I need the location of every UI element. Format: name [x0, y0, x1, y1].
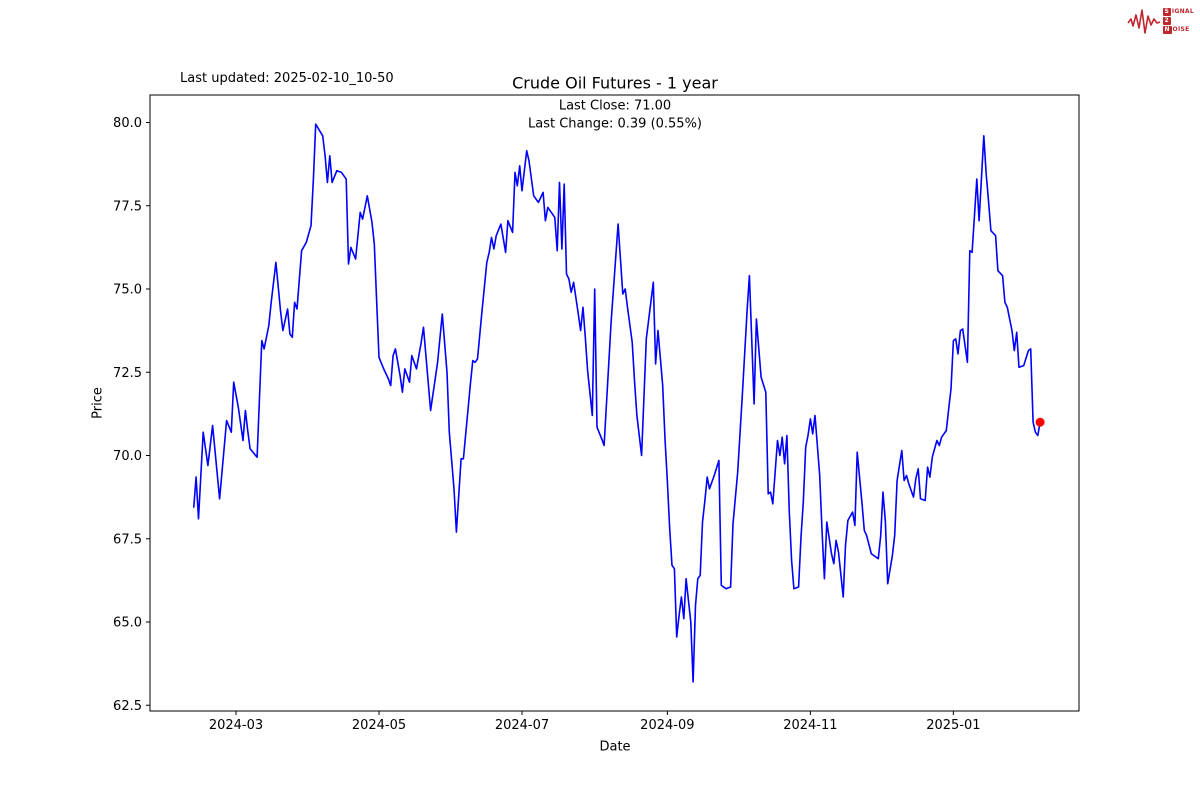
x-axis-label: Date [599, 739, 631, 755]
plot-frame [149, 94, 1080, 712]
logo-box-n: N [1162, 26, 1172, 34]
y-tick-label: 62.5 [113, 699, 142, 714]
price-line [193, 123, 1041, 683]
y-tick-label: 72.5 [113, 366, 142, 381]
logo-line-noise: N OISE [1162, 26, 1194, 34]
subtitle-last-close: Last Close: 71.00 [558, 98, 672, 114]
logo-text: S IGNAL 2 N OISE [1162, 8, 1194, 34]
x-tick-label: 2024-03 [209, 718, 263, 733]
y-tick-label: 80.0 [113, 116, 142, 131]
logo-rest-oise: OISE [1172, 26, 1190, 33]
x-tick-label: 2024-05 [352, 718, 406, 733]
y-tick-label: 67.5 [113, 532, 142, 547]
y-axis-label: Price [90, 387, 106, 419]
waveform-icon [1126, 9, 1160, 34]
logo-box-2: 2 [1162, 17, 1171, 25]
last-updated-annotation: Last updated: 2025-02-10_10-50 [180, 71, 394, 86]
subtitle-last-change: Last Change: 0.39 (0.55%) [527, 116, 703, 132]
page-title: Crude Oil Futures - 1 year [512, 73, 718, 93]
y-tick-label: 70.0 [113, 449, 142, 464]
logo-box-s: S [1162, 8, 1171, 16]
logo-line-signal: S IGNAL [1162, 8, 1194, 16]
y-tick-label: 75.0 [113, 283, 142, 298]
y-tick-label: 77.5 [113, 199, 142, 214]
x-tick-label: 2025-01 [926, 718, 980, 733]
signal2noise-logo: S IGNAL 2 N OISE [1126, 6, 1194, 36]
y-tick-label: 65.0 [113, 616, 142, 631]
logo-rest-ignal: IGNAL [1171, 8, 1194, 15]
x-tick-label: 2024-11 [783, 718, 837, 733]
x-tick-label: 2024-07 [495, 718, 549, 733]
x-tick-label: 2024-09 [640, 718, 694, 733]
last-price-marker [1035, 417, 1045, 427]
logo-line-2: 2 [1162, 17, 1194, 25]
